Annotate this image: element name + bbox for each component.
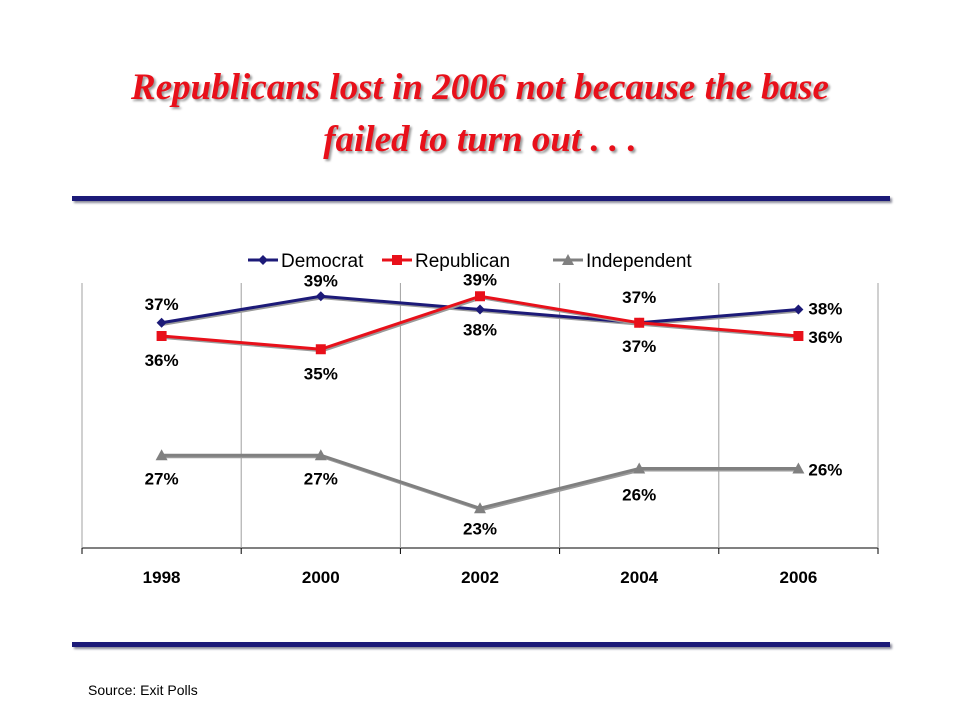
chart-series — [155, 291, 805, 514]
data-point-independent — [633, 462, 646, 474]
series-line-independent — [161, 453, 799, 510]
data-label-republican: 36% — [145, 351, 179, 370]
chart-legend: Democrat Republican Independent — [248, 251, 692, 272]
chart-axes: 1998 2000 2002 2004 2006 — [81, 283, 879, 587]
legend-label-republican: Republican — [415, 251, 510, 272]
x-tick-label-2004: 2004 — [620, 568, 658, 587]
title-line-2: failed to turn out . . . — [323, 119, 637, 160]
slide-title: Republicans lost in 2006 not because the… — [40, 62, 920, 166]
data-point-democrat — [475, 304, 485, 315]
data-point-republican — [634, 317, 645, 328]
data-label-independent: 26% — [808, 461, 842, 480]
bottom-divider — [72, 642, 890, 647]
legend-marker-republican — [392, 255, 402, 265]
legend-label-democrat: Democrat — [281, 251, 364, 272]
series-shadow-independent — [163, 455, 800, 512]
title-line-1: Republicans lost in 2006 not because the… — [131, 67, 829, 108]
data-point-republican — [793, 331, 804, 341]
data-label-democrat: 39% — [304, 271, 338, 290]
data-point-republican — [156, 331, 167, 341]
legend-marker-independent — [562, 254, 574, 265]
x-tick-label-1998: 1998 — [143, 568, 181, 587]
data-label-republican: 35% — [304, 364, 338, 383]
data-point-democrat — [156, 317, 167, 328]
data-label-independent: 23% — [463, 519, 497, 538]
data-point-republican — [475, 291, 485, 302]
data-label-democrat: 37% — [622, 288, 656, 307]
data-label-democrat: 37% — [145, 295, 179, 314]
chart-data-labels: 37% 39% 38% 37% 38% 36% 35% 39% 37% 36% 27% 27% 23% 2… — [145, 270, 843, 538]
data-label-independent: 26% — [622, 486, 656, 505]
data-point-republican — [315, 344, 326, 355]
top-divider — [72, 196, 890, 201]
data-point-independent — [155, 449, 168, 461]
legend-marker-democrat — [258, 255, 268, 265]
data-label-republican: 36% — [808, 328, 842, 347]
source-note: Source: Exit Polls — [88, 682, 198, 698]
data-point-democrat — [315, 291, 326, 302]
data-label-independent: 27% — [304, 469, 338, 488]
data-label-independent: 27% — [145, 469, 179, 488]
data-label-republican: 39% — [463, 270, 497, 289]
data-point-independent — [792, 462, 805, 474]
data-point-independent — [474, 502, 486, 514]
x-tick-label-2000: 2000 — [302, 568, 340, 587]
data-label-democrat: 38% — [463, 321, 497, 340]
data-label-republican: 37% — [622, 337, 656, 356]
data-point-independent — [314, 449, 327, 461]
legend-label-independent: Independent — [586, 251, 692, 272]
data-point-democrat — [793, 304, 804, 315]
x-tick-label-2002: 2002 — [461, 568, 499, 587]
data-label-democrat: 38% — [808, 300, 842, 319]
x-tick-label-2006: 2006 — [779, 568, 817, 587]
